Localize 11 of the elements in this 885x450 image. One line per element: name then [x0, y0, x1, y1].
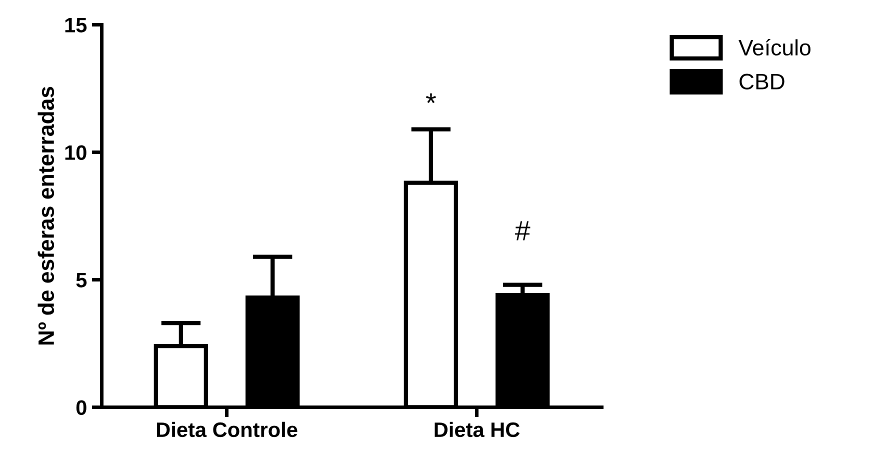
- annotation: #: [515, 221, 530, 240]
- legend-label: CBD: [740, 74, 784, 90]
- x-tick-label: Dieta Controle: [156, 422, 298, 438]
- y-tick-label: 5: [76, 272, 87, 288]
- legend-label: Veículo: [738, 38, 810, 56]
- annotation: *: [426, 93, 436, 104]
- x-tick-label: Dieta HC: [434, 422, 520, 438]
- y-axis-title: Nº de esferas enterradas: [38, 86, 54, 345]
- y-tick-label: 10: [65, 145, 86, 160]
- y-tick-label: 15: [65, 18, 87, 33]
- y-tick-label: 0: [76, 400, 86, 416]
